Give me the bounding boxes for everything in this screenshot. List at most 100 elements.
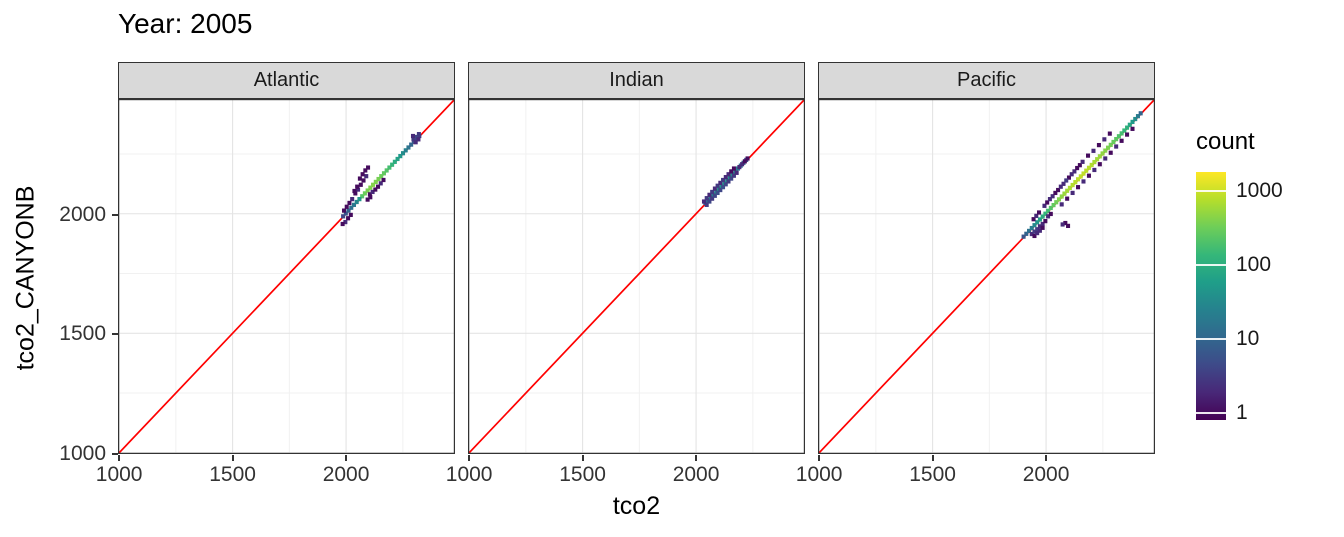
facet-atlantic: Atlantic <box>118 62 455 454</box>
bin-cell <box>368 185 373 190</box>
bin-cell <box>1048 211 1053 217</box>
bin-cell <box>1060 222 1065 227</box>
colorbar-tick-mark <box>1196 411 1226 414</box>
x-tick-mark <box>581 455 584 461</box>
bin-cell <box>1021 234 1026 239</box>
bin-cell <box>723 182 728 187</box>
bin-cell <box>1125 125 1130 130</box>
bin-cell <box>1056 187 1061 193</box>
bin-cell <box>1048 205 1053 211</box>
bin-cell <box>411 137 416 142</box>
bin-cell <box>395 156 400 162</box>
bin-cell <box>1092 159 1097 165</box>
bin-cell <box>364 174 369 179</box>
bin-cell <box>355 184 360 189</box>
bin-cell <box>376 176 381 182</box>
bin-cell <box>1119 138 1124 143</box>
bin-cell <box>729 169 734 174</box>
plot-title: Year: 2005 <box>118 8 253 39</box>
bin-cell <box>1130 119 1135 125</box>
bin-cell <box>1075 165 1080 171</box>
bin-cell <box>1119 131 1124 136</box>
y-tick-mark <box>112 213 118 216</box>
bin-cell <box>373 187 378 192</box>
bin-cell <box>1054 200 1059 205</box>
bin-cell <box>350 197 355 202</box>
facet-panel-indian <box>468 99 805 454</box>
x-tick-mark <box>118 455 121 461</box>
bin-cell <box>1103 148 1108 153</box>
bin-cell <box>1103 156 1108 161</box>
bin-cell <box>409 142 414 147</box>
bin-cell <box>1095 157 1100 162</box>
bin-cell <box>1035 220 1040 225</box>
bin-cell <box>1072 169 1077 174</box>
bin-cell <box>381 177 386 183</box>
bin-cell <box>1036 210 1042 215</box>
facet-indian: Indian <box>468 62 805 454</box>
x-tick-label: 2000 <box>322 463 370 486</box>
bin-cell <box>745 156 750 161</box>
bin-cell <box>1092 167 1097 173</box>
bin-cell <box>1043 211 1048 216</box>
bin-cell <box>1046 208 1051 213</box>
bin-cell <box>416 131 421 137</box>
panel-border <box>118 99 455 454</box>
bin-cell <box>1040 214 1045 219</box>
bin-cell <box>1077 163 1082 168</box>
facet-strip-label: Atlantic <box>253 69 320 91</box>
bin-cell <box>731 166 736 171</box>
bin-cell <box>1081 171 1086 176</box>
bin-cell <box>1065 188 1070 193</box>
colorbar-tick-label: 10 <box>1236 326 1260 350</box>
bin-cell <box>341 208 347 213</box>
bin-cell <box>1064 178 1069 183</box>
facet-strip-atlantic: Atlantic <box>118 62 455 99</box>
legend: count 1 10 100 1000 <box>1188 120 1338 450</box>
bin-cell <box>343 211 348 216</box>
legend-title: count <box>1196 128 1255 155</box>
bin-cell <box>1069 172 1074 177</box>
bin-cell <box>1076 177 1081 182</box>
bin-cell <box>413 140 418 145</box>
x-tick-label: 1000 <box>795 463 843 486</box>
bin-cell <box>1046 214 1051 219</box>
bin-cell <box>715 183 720 188</box>
bin-cell <box>341 214 346 219</box>
bin-cell <box>1032 223 1037 228</box>
bin-cell <box>1062 191 1067 196</box>
bin-cell <box>1078 174 1083 179</box>
bin-cell <box>366 165 371 170</box>
bin-cell <box>1059 202 1064 207</box>
bin-cell <box>363 168 368 173</box>
x-tick-mark <box>468 455 471 461</box>
bin-cell <box>347 200 352 206</box>
bin-cell <box>710 196 715 201</box>
panel-canvas <box>118 99 455 454</box>
bin-cell <box>704 196 709 201</box>
bin-cell <box>1107 131 1112 136</box>
bin-cell <box>360 172 365 177</box>
facet-panel-pacific <box>818 99 1155 454</box>
bin-cell <box>343 219 348 225</box>
bin-cell <box>1037 217 1042 222</box>
bin-cell <box>1096 142 1101 148</box>
bin-cell <box>1061 181 1066 186</box>
bin-cell <box>726 172 731 177</box>
bin-cell <box>346 216 351 221</box>
bin-cell <box>1066 175 1071 180</box>
bin-cell <box>379 174 384 179</box>
bin-cell <box>1114 144 1119 149</box>
bin-cell <box>1133 116 1138 122</box>
panel-border <box>818 99 1155 454</box>
bin-cell <box>1040 221 1045 227</box>
bin-cell <box>381 171 386 176</box>
bin-cell <box>373 179 378 185</box>
bin-cell <box>353 191 358 196</box>
bin-cell <box>740 162 745 167</box>
bin-cell <box>348 212 353 218</box>
bin-cell <box>352 188 357 194</box>
bin-cell <box>390 162 395 167</box>
bin-cell <box>1108 150 1113 155</box>
bin-cell <box>1081 179 1086 184</box>
